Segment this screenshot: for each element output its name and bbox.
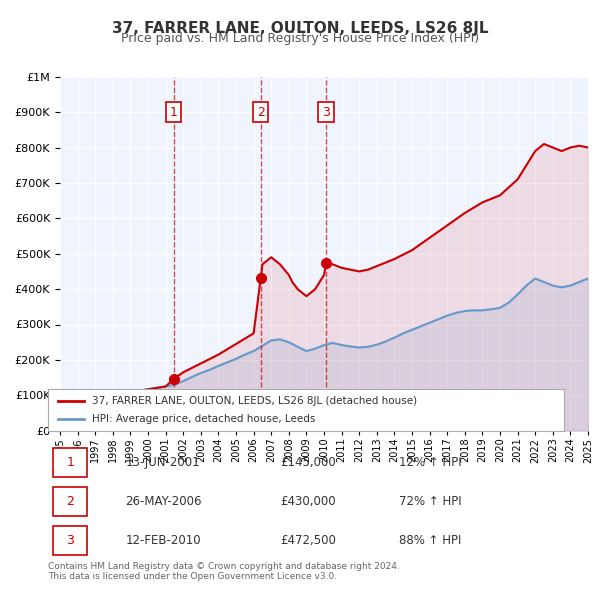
Text: HPI: Average price, detached house, Leeds: HPI: Average price, detached house, Leed… (92, 414, 315, 424)
Text: Price paid vs. HM Land Registry's House Price Index (HPI): Price paid vs. HM Land Registry's House … (121, 32, 479, 45)
Text: £430,000: £430,000 (280, 495, 336, 508)
Text: 1: 1 (170, 106, 178, 119)
Text: 3: 3 (66, 534, 74, 547)
Text: This data is licensed under the Open Government Licence v3.0.: This data is licensed under the Open Gov… (48, 572, 337, 581)
Text: 12% ↑ HPI: 12% ↑ HPI (399, 456, 461, 469)
Text: 88% ↑ HPI: 88% ↑ HPI (399, 534, 461, 547)
Text: 1: 1 (66, 456, 74, 469)
Text: £472,500: £472,500 (280, 534, 336, 547)
Text: 37, FARRER LANE, OULTON, LEEDS, LS26 8JL (detached house): 37, FARRER LANE, OULTON, LEEDS, LS26 8JL… (92, 396, 417, 406)
FancyBboxPatch shape (53, 526, 86, 555)
Text: 3: 3 (322, 106, 330, 119)
FancyBboxPatch shape (53, 448, 86, 477)
Text: 26-MAY-2006: 26-MAY-2006 (125, 495, 202, 508)
Text: 72% ↑ HPI: 72% ↑ HPI (399, 495, 461, 508)
Text: 37, FARRER LANE, OULTON, LEEDS, LS26 8JL: 37, FARRER LANE, OULTON, LEEDS, LS26 8JL (112, 21, 488, 35)
FancyBboxPatch shape (53, 487, 86, 516)
Text: Contains HM Land Registry data © Crown copyright and database right 2024.: Contains HM Land Registry data © Crown c… (48, 562, 400, 571)
Text: £145,000: £145,000 (280, 456, 336, 469)
Text: 12-FEB-2010: 12-FEB-2010 (125, 534, 201, 547)
Text: 2: 2 (66, 495, 74, 508)
Text: 13-JUN-2001: 13-JUN-2001 (125, 456, 200, 469)
Text: 2: 2 (257, 106, 265, 119)
